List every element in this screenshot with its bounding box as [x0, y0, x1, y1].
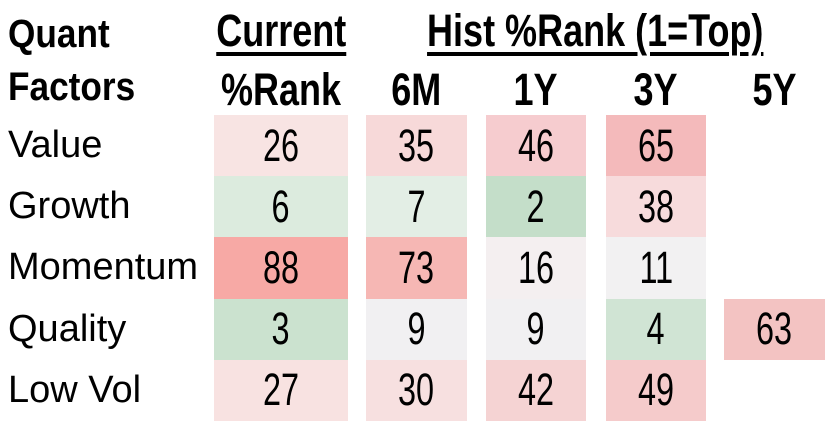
row-label-growth: Growth: [8, 185, 131, 228]
heatmap-cell-quality-5y: 63: [724, 298, 825, 360]
heatmap-cell-growth-3y: 38: [606, 176, 706, 238]
column-header-3y: 3Y: [633, 63, 679, 115]
heatmap-cell-low-vol-6m: 30: [366, 359, 467, 421]
row-label-low-vol: Low Vol: [8, 368, 142, 411]
heatmap-cell-momentum-3y: 11: [606, 237, 706, 299]
heatmap-cell-value-1y: 46: [486, 115, 586, 177]
column-header-6m: 6M: [391, 63, 442, 115]
table-title-line1: Quant: [8, 11, 110, 56]
heatmap-cell-momentum-6m: 73: [366, 237, 467, 299]
row-label-value: Value: [8, 124, 103, 167]
heatmap-cell-value-5y: [724, 115, 825, 176]
heatmap-cell-quality-6m: 9: [366, 298, 467, 360]
table-title-line2: Factors: [8, 65, 136, 109]
heatmap-cell-low-vol-1y: 42: [486, 359, 586, 421]
heatmap-cell-momentum-current: 88: [214, 237, 348, 299]
heatmap-cell-growth-5y: [724, 176, 825, 237]
heatmap-cell-quality-1y: 9: [486, 298, 586, 360]
heatmap-cell-quality-current: 3: [214, 298, 348, 360]
row-label-quality: Quality: [8, 307, 127, 350]
heatmap-cell-value-6m: 35: [366, 115, 467, 177]
row-label-momentum: Momentum: [8, 246, 199, 289]
heatmap-cell-value-current: 26: [214, 115, 348, 177]
group-header-hist-rank: Hist %Rank (1=Top): [427, 4, 764, 56]
column-header-5y: 5Y: [752, 63, 797, 115]
heatmap-cell-value-3y: 65: [606, 115, 706, 177]
heatmap-cell-momentum-1y: 16: [486, 237, 586, 299]
heatmap-cell-low-vol-3y: 49: [606, 359, 706, 421]
heatmap-cell-growth-current: 6: [214, 176, 348, 238]
column-header-1y: 1Y: [513, 63, 559, 115]
heatmap-cell-low-vol-5y: [724, 360, 825, 421]
heatmap-cell-growth-1y: 2: [486, 176, 586, 238]
group-header-current: Current: [216, 4, 347, 56]
column-header-percent-rank: %Rank: [220, 63, 342, 115]
heatmap-cell-quality-3y: 4: [606, 298, 706, 360]
heatmap-cell-low-vol-current: 27: [214, 359, 348, 421]
heatmap-cell-momentum-5y: [724, 237, 825, 298]
heatmap-cell-growth-6m: 7: [366, 176, 467, 238]
